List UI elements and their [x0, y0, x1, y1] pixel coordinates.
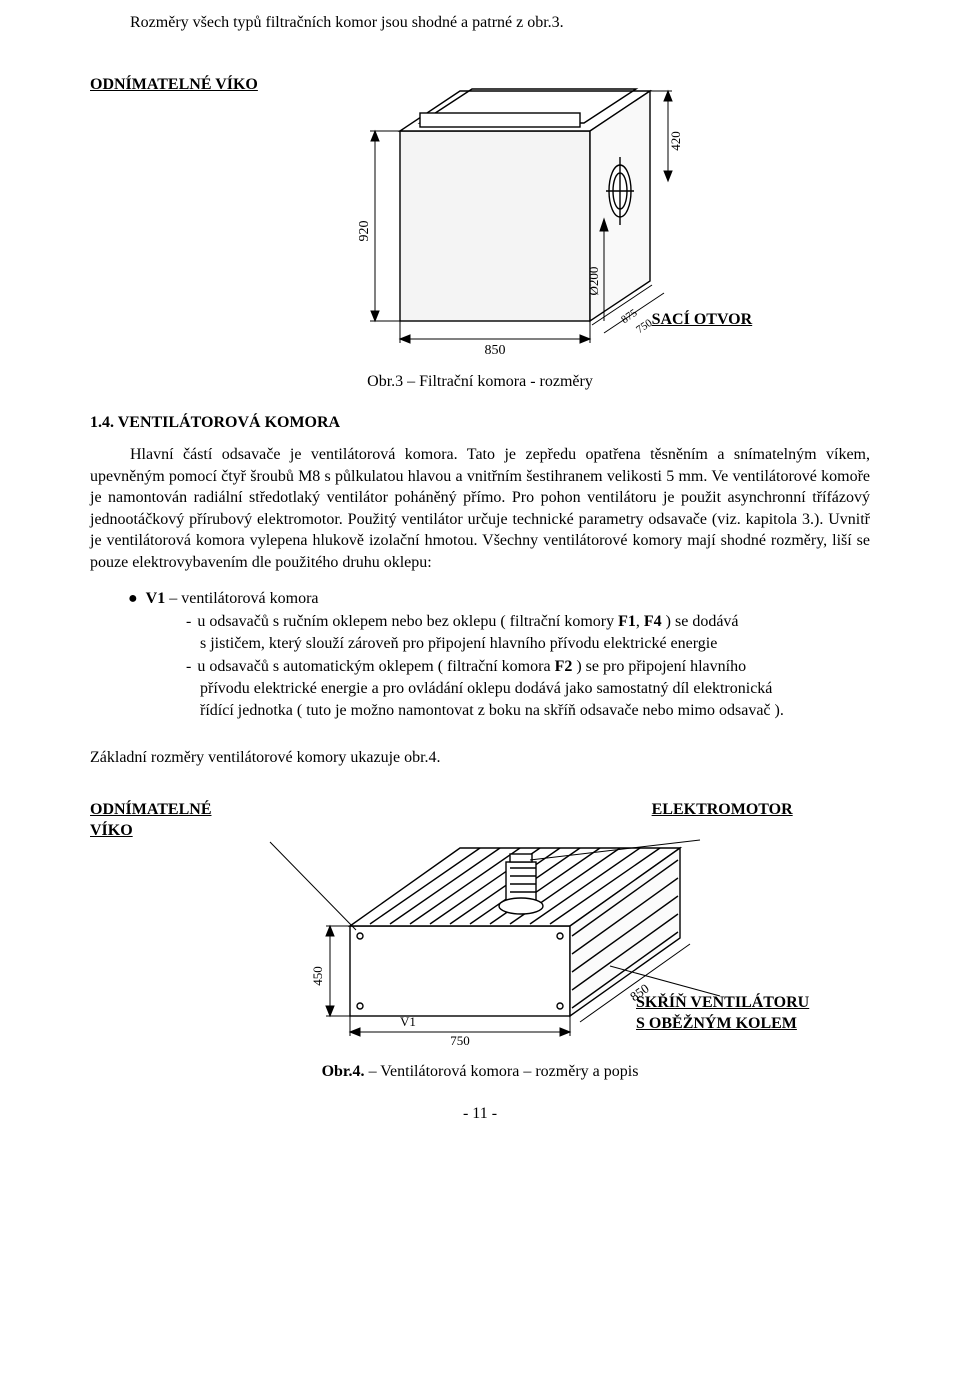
v1-dash2-line1: u odsavačů s automatickým oklepem ( filt… [197, 656, 746, 678]
fig3-caption: Obr.3 – Filtrační komora - rozměry [90, 371, 870, 393]
fig4-label-right-top: ELEKTROMOTOR [652, 801, 793, 818]
fig4-label-right-b2: S OBĚŽNÝM KOLEM [636, 1013, 809, 1035]
main-paragraph-1: Hlavní částí odsavače je ventilátorová k… [90, 444, 870, 574]
dash-marker: - [186, 611, 191, 633]
section-1-4-heading: 1.4. VENTILÁTOROVÁ KOMORA [90, 412, 870, 434]
fig4-dim-h: 450 [310, 966, 325, 986]
v1-after: – ventilátorová komora [165, 590, 318, 607]
fig4-caption-b: Obr.4. [322, 1063, 365, 1080]
v1-d1-b: F1 [618, 613, 636, 630]
section-1-4-num: 1.4. [90, 414, 114, 431]
v1-label: V1 [146, 590, 166, 607]
intro-paragraph: Rozměry všech typů filtračních komor jso… [90, 12, 870, 34]
fig3-caption-rest: – Filtrační komora - rozměry [407, 373, 593, 390]
fig3-dim-h: 920 [357, 221, 372, 242]
fig3-label-left: ODNÍMATELNÉ VÍKO [90, 76, 258, 93]
v1-d1-c: , [636, 613, 644, 630]
page-number: - 11 - [90, 1103, 870, 1125]
v1-d2-b: F2 [555, 658, 573, 675]
v1-bullet: ● [128, 588, 138, 610]
v1-dash2-line2: přívodu elektrické energie a pro ovládán… [200, 678, 870, 700]
v1-dash2-line3: řídící jednotka ( tuto je možno namontov… [200, 700, 870, 722]
fig4-label-left-2: VÍKO [90, 820, 324, 842]
fig3-caption-prefix: Obr.3 [367, 373, 407, 390]
fig3-dim-right: 420 [668, 131, 683, 151]
fig4-label-right-b1: SKŘÍŇ VENTILÁTORU [636, 992, 809, 1014]
dims-paragraph: Základní rozměry ventilátorové komory uk… [90, 747, 870, 769]
fig3-label-right: SACÍ OTVOR [652, 311, 753, 328]
fig3-dim-hole: Ø200 [586, 267, 601, 296]
dash-marker: - [186, 656, 191, 678]
v1-dash1-line1: u odsavačů s ručním oklepem nebo bez okl… [197, 611, 738, 633]
v1-d1-d: F4 [644, 613, 662, 630]
fig4-label-left-1: ODNÍMATELNÉ [90, 799, 324, 821]
section-1-4-title: VENTILÁTOROVÁ KOMORA [118, 414, 340, 431]
fig4-caption-rest: – Ventilátorová komora – rozměry a popis [365, 1063, 639, 1080]
v1-d2-c: ) se pro připojení hlavního [572, 658, 746, 675]
fig4-caption: Obr.4. – Ventilátorová komora – rozměry … [90, 1061, 870, 1083]
fig3-dim-w: 850 [485, 343, 506, 358]
v1-dash1-line2: s jističem, který slouží zároveň pro při… [200, 633, 870, 655]
v1-d1-a: u odsavačů s ručním oklepem nebo bez okl… [197, 613, 618, 630]
v1-d1-e: ) se dodává [662, 613, 739, 630]
v1-d2-a: u odsavačů s automatickým oklepem ( filt… [197, 658, 554, 675]
